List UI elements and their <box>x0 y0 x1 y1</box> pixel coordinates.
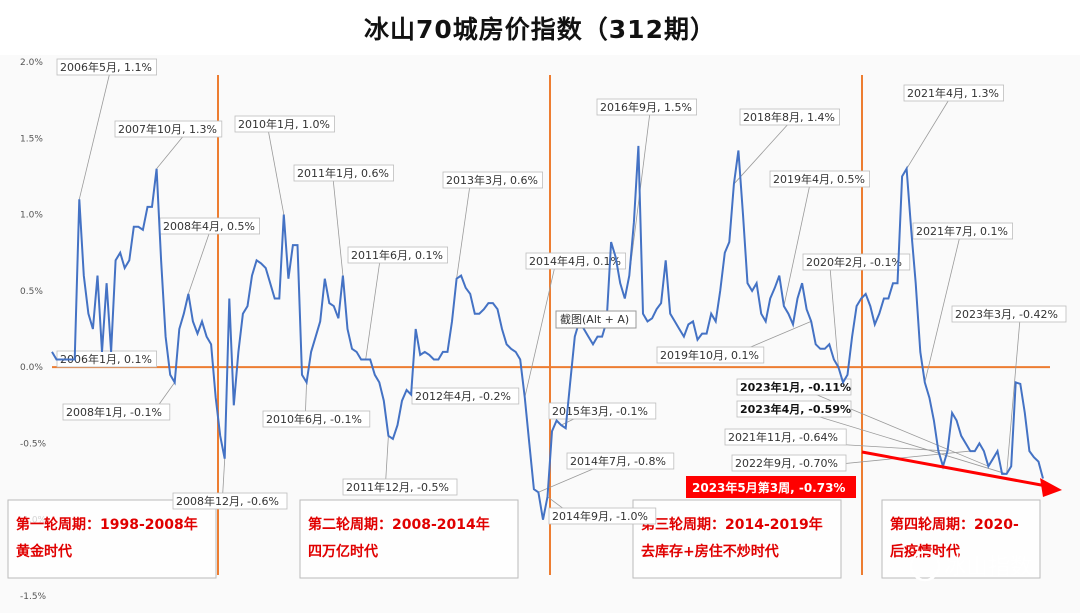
annotation-leader-line <box>809 413 1007 475</box>
period-subtitle: 去库存+房住不炒时代 <box>641 543 779 560</box>
data-label: 2021年4月, 1.3% <box>907 86 999 100</box>
y-tick-label: 1.0% <box>20 211 43 221</box>
data-label: 2006年1月, 0.1% <box>60 352 152 366</box>
annotation-box <box>342 478 458 496</box>
data-label: 2016年9月, 1.5% <box>600 100 692 114</box>
y-tick-label: 2.0% <box>20 58 43 68</box>
data-label: 2007年10月, 1.3% <box>118 122 217 136</box>
data-label: 2010年1月, 1.0% <box>238 117 330 131</box>
annotation-box <box>951 305 1067 323</box>
chart-title: 冰山70城房价指数（312期） <box>364 15 716 44</box>
period-label: 第二轮周期：2008-2014年 <box>308 516 490 533</box>
annotation-leader-line <box>524 265 556 398</box>
data-label: 2006年5月, 1.1% <box>60 60 152 74</box>
annotation-leader-line <box>783 183 811 307</box>
annotation-box <box>114 120 223 138</box>
trend-arrow-line <box>861 450 1053 489</box>
data-label: 2012年4月, -0.2% <box>415 389 511 403</box>
annotation-box <box>736 378 852 396</box>
annotation-box <box>172 492 288 510</box>
annotation-box <box>912 222 1013 240</box>
period-subtitle: 四万亿时代 <box>308 543 378 560</box>
annotation-leader-line <box>187 230 211 295</box>
y-tick-label: -0.5% <box>20 439 47 449</box>
data-label: 2008年4月, 0.5% <box>163 219 255 233</box>
annotation-box <box>731 454 847 472</box>
annotation-box <box>903 84 1004 102</box>
period-box <box>7 499 217 579</box>
data-label: 2014年9月, -1.0% <box>552 509 648 523</box>
data-label: 2011年6月, 0.1% <box>351 248 443 262</box>
data-label: 2023年3月, -0.42% <box>955 307 1058 321</box>
y-tick-label: 0.0% <box>20 363 43 373</box>
annotation-box <box>566 452 675 470</box>
y-tick-label: -1.5% <box>20 592 47 602</box>
data-label: 2021年7月, 0.1% <box>916 224 1008 238</box>
period-box <box>881 499 1041 579</box>
period-label: 第三轮周期：2014-2019年 <box>641 516 823 533</box>
data-label: 2010年6月, -0.1% <box>266 412 362 426</box>
wechat-icon <box>909 550 941 582</box>
annotation-box <box>769 170 870 188</box>
watermark-text: 冰山指数 <box>944 555 1032 580</box>
annotation-box <box>736 400 852 418</box>
period-box <box>299 499 519 579</box>
annotation-leader-line <box>924 235 961 383</box>
annotation-box <box>724 428 847 446</box>
series-line <box>51 145 1044 520</box>
annotation-leader-line <box>906 97 951 170</box>
data-label: 2023年4月, -0.59% <box>740 402 851 416</box>
annotation-box <box>739 108 840 126</box>
annotation-leader-line <box>267 128 285 215</box>
annotation-leader-line <box>829 266 839 368</box>
annotation-leader-line <box>1006 318 1021 474</box>
annotation-leader-line <box>456 184 471 279</box>
annotation-leader-line <box>156 133 186 170</box>
data-label: 2011年12月, -0.5% <box>346 480 449 494</box>
data-label: 2023年1月, -0.11% <box>740 380 851 394</box>
annotation-leader-line <box>733 121 791 185</box>
highlight-label: 2023年5月第3周, -0.73% <box>692 480 845 495</box>
annotation-box <box>56 58 157 76</box>
highlight-box <box>686 476 856 498</box>
annotation-box <box>548 507 657 525</box>
data-label: 2014年7月, -0.8% <box>570 454 666 468</box>
data-label: 2013年3月, 0.6% <box>446 173 538 187</box>
data-label: 2015年3月, -0.1% <box>552 404 648 418</box>
annotation-box <box>62 403 171 421</box>
annotation-box <box>548 402 657 420</box>
tooltip-text: 截图(Alt + A) <box>560 312 629 326</box>
data-label: 2014年4月, 0.1% <box>529 254 621 268</box>
annotation-leader-line <box>78 71 111 200</box>
annotation-box <box>234 115 335 133</box>
annotation-box <box>262 410 371 428</box>
annotation-box <box>656 346 765 364</box>
annotation-box <box>293 164 394 182</box>
period-subtitle: 黄金时代 <box>16 543 72 560</box>
data-label: 2020年2月, -0.1% <box>806 255 902 269</box>
data-label: 2018年8月, 1.4% <box>743 110 835 124</box>
data-label: 2022年9月, -0.70% <box>735 456 838 470</box>
data-label: 2011年1月, 0.6% <box>297 166 389 180</box>
annotation-box <box>442 171 543 189</box>
period-label: 第四轮周期：2020- <box>890 516 1019 533</box>
annotation-box <box>347 246 448 264</box>
data-label: 2019年10月, 0.1% <box>660 348 759 362</box>
trend-arrow-head <box>1040 478 1062 497</box>
data-label: 2008年12月, -0.6% <box>176 494 279 508</box>
period-label: 第一轮周期：1998-2008年 <box>16 516 198 533</box>
data-label: 2021年11月, -0.64% <box>728 430 838 444</box>
y-tick-label: 1.5% <box>20 134 43 144</box>
annotation-leader-line <box>332 177 344 276</box>
period-box <box>632 499 842 579</box>
annotation-box <box>525 252 626 270</box>
data-label: 2019年4月, 0.5% <box>773 172 865 186</box>
annotation-leader-line <box>365 259 381 360</box>
annotation-box <box>802 253 911 271</box>
data-label: 2008年1月, -0.1% <box>66 405 162 419</box>
y-tick-label: 0.5% <box>20 287 43 297</box>
annotation-box <box>596 98 697 116</box>
tooltip-box <box>555 310 637 329</box>
